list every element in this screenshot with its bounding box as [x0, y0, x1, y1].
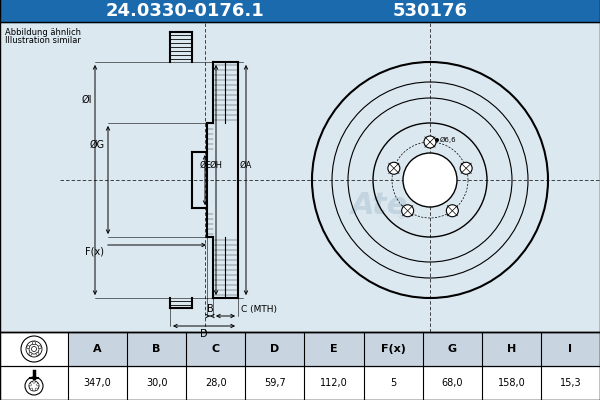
Bar — [0, 332, 600, 400]
Text: 28,0: 28,0 — [205, 378, 227, 388]
Text: 24.0330-0176.1: 24.0330-0176.1 — [106, 2, 265, 20]
Bar — [0, 332, 68, 400]
Text: 59,7: 59,7 — [264, 378, 286, 388]
Circle shape — [460, 162, 472, 174]
Circle shape — [38, 346, 41, 349]
Bar — [0, 0, 600, 22]
Text: 68,0: 68,0 — [442, 378, 463, 388]
Text: 530176: 530176 — [392, 2, 467, 20]
Circle shape — [424, 136, 436, 148]
Circle shape — [446, 205, 458, 217]
Text: ØE: ØE — [199, 161, 211, 170]
Text: Ate: Ate — [352, 190, 409, 220]
Text: Ø6,6: Ø6,6 — [440, 137, 457, 143]
Bar — [68, 332, 600, 366]
Text: 112,0: 112,0 — [320, 378, 348, 388]
Text: H: H — [507, 344, 516, 354]
Circle shape — [27, 346, 30, 349]
Text: I: I — [568, 344, 572, 354]
Text: G: G — [448, 344, 457, 354]
Text: 158,0: 158,0 — [497, 378, 525, 388]
Circle shape — [29, 352, 32, 355]
Text: D: D — [200, 329, 208, 339]
Text: F(x): F(x) — [85, 247, 104, 257]
Text: 347,0: 347,0 — [83, 378, 112, 388]
Text: B: B — [152, 344, 161, 354]
Text: 5: 5 — [390, 378, 396, 388]
Circle shape — [401, 205, 413, 217]
Text: E: E — [330, 344, 338, 354]
Text: F(x): F(x) — [380, 344, 406, 354]
Circle shape — [31, 388, 33, 390]
Text: D: D — [270, 344, 280, 354]
Text: ØG: ØG — [90, 140, 105, 150]
Text: 30,0: 30,0 — [146, 378, 167, 388]
Text: B: B — [206, 304, 214, 314]
Text: ØH: ØH — [209, 161, 223, 170]
Text: ®: ® — [397, 211, 407, 221]
Circle shape — [435, 138, 439, 142]
Circle shape — [403, 153, 457, 207]
Circle shape — [33, 381, 35, 383]
Text: C (MTH): C (MTH) — [241, 305, 277, 314]
Circle shape — [37, 384, 39, 386]
Circle shape — [29, 384, 31, 386]
Text: C: C — [212, 344, 220, 354]
Circle shape — [36, 352, 39, 355]
Circle shape — [388, 162, 400, 174]
Text: A: A — [93, 344, 102, 354]
Text: Abbildung ähnlich: Abbildung ähnlich — [5, 28, 81, 37]
Text: ØA: ØA — [240, 161, 252, 170]
Text: Illustration similar: Illustration similar — [5, 36, 81, 45]
Circle shape — [32, 342, 35, 344]
Circle shape — [35, 388, 38, 390]
Text: 15,3: 15,3 — [560, 378, 581, 388]
Bar — [0, 22, 600, 332]
Text: ØI: ØI — [82, 95, 92, 105]
